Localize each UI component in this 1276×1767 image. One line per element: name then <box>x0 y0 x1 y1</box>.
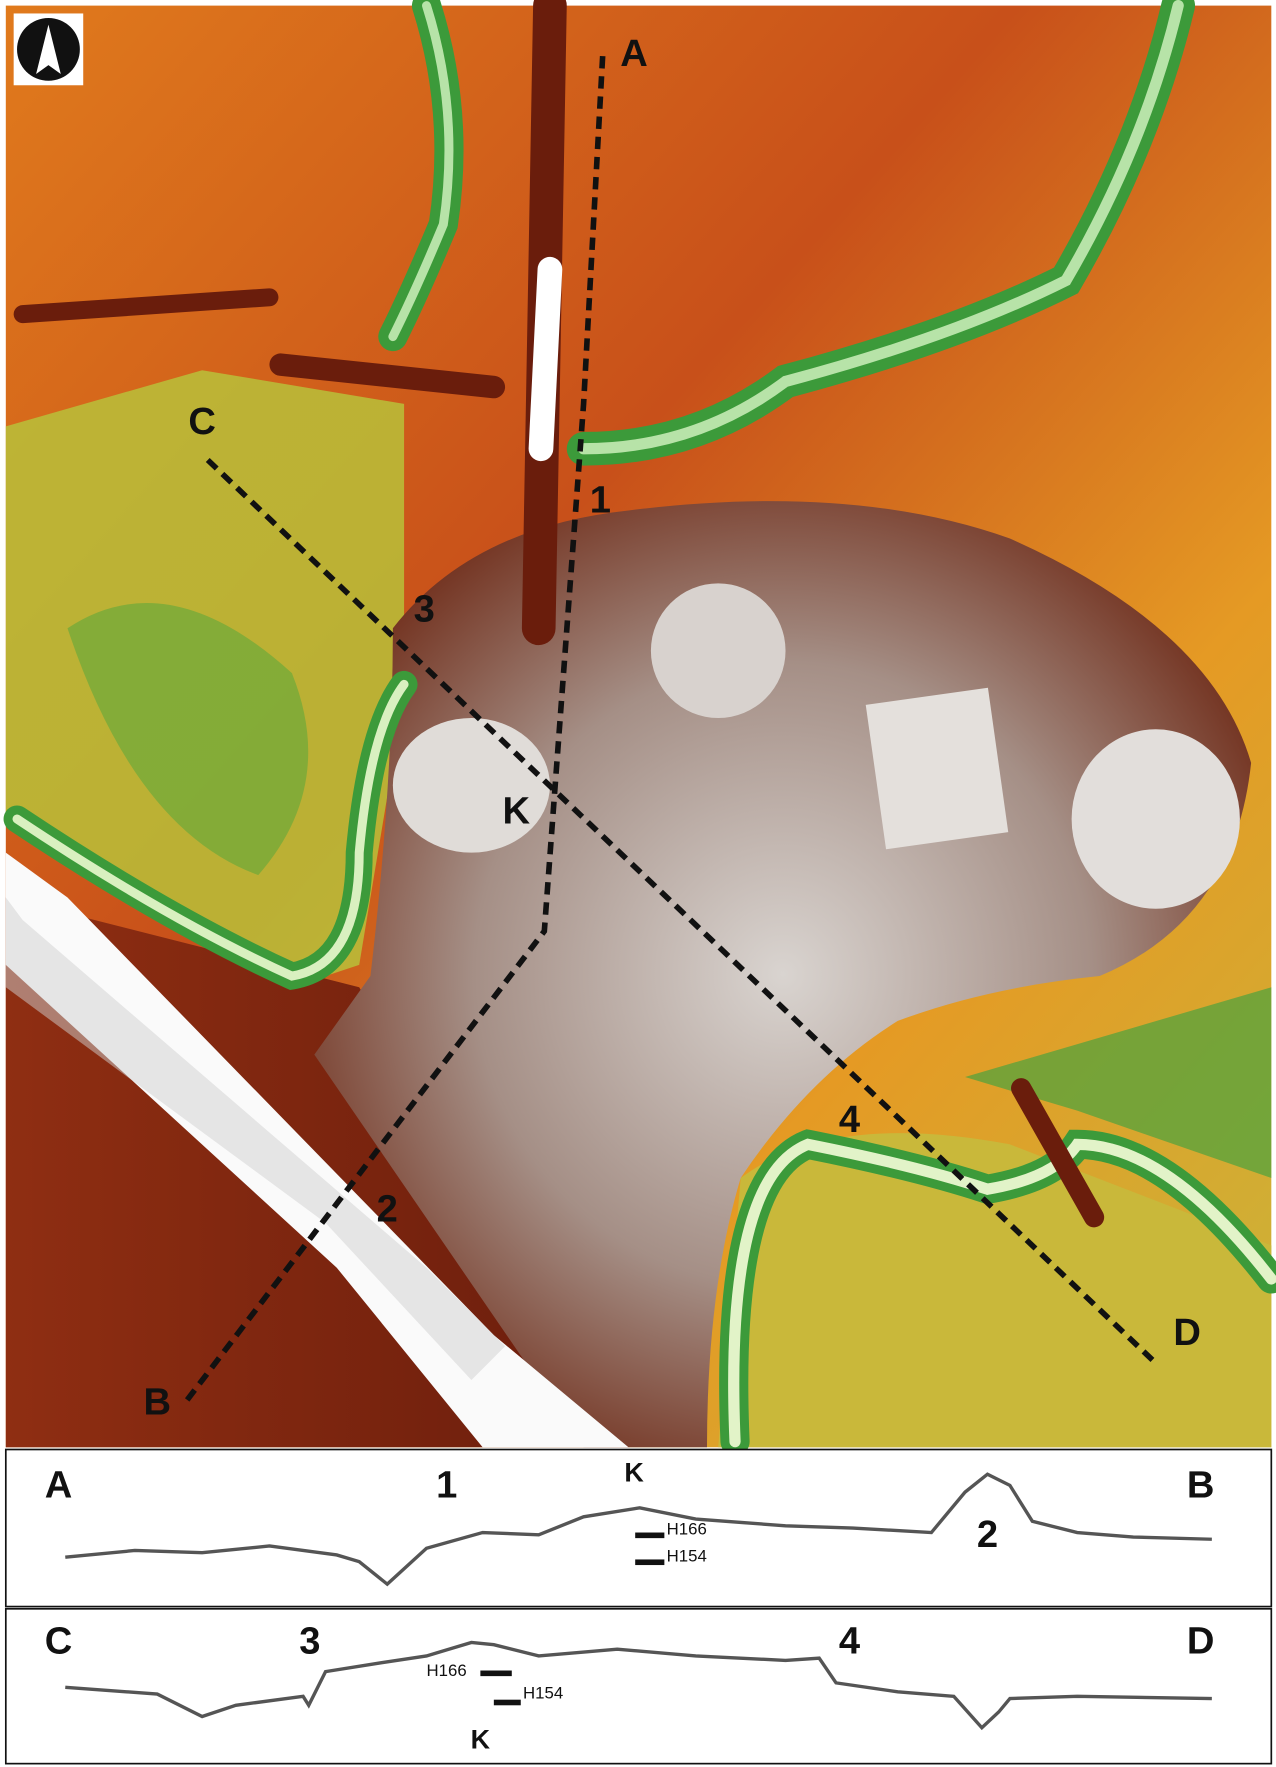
profile-label: 4 <box>839 1620 860 1663</box>
profile-box <box>6 1609 1272 1764</box>
profile-label: K <box>471 1724 491 1754</box>
profile-label: A <box>45 1464 73 1507</box>
marker-label: H166 <box>667 1520 707 1539</box>
profile-label: K <box>624 1457 644 1487</box>
marker-label: H154 <box>667 1547 707 1566</box>
light-patch <box>651 583 786 718</box>
map-label: B <box>143 1381 171 1424</box>
map-label: 2 <box>377 1188 398 1231</box>
map-label: 1 <box>590 479 611 522</box>
figure: A B C D 1 2 3 4 K A 1 K B 2 H166 H154 C 3 4 D K H166 H154 <box>0 0 1276 1767</box>
profile-label: 1 <box>436 1464 457 1507</box>
map-label: D <box>1173 1311 1201 1354</box>
profiles <box>6 1450 1272 1764</box>
profile-label: 2 <box>977 1513 998 1556</box>
map-label: K <box>502 789 530 832</box>
profile-label: 3 <box>299 1620 320 1663</box>
map-label: 3 <box>414 588 435 631</box>
profile-label: C <box>45 1620 73 1663</box>
map <box>6 6 1272 1448</box>
map-label: C <box>188 400 216 443</box>
marker-label: H154 <box>523 1684 563 1703</box>
profile-label: D <box>1187 1620 1215 1663</box>
map-label: A <box>620 32 648 75</box>
profile-label: B <box>1187 1464 1215 1507</box>
light-patch <box>866 688 1009 850</box>
marker-label: H166 <box>427 1661 467 1680</box>
light-patch <box>1072 729 1240 909</box>
map-label: 4 <box>839 1098 860 1141</box>
